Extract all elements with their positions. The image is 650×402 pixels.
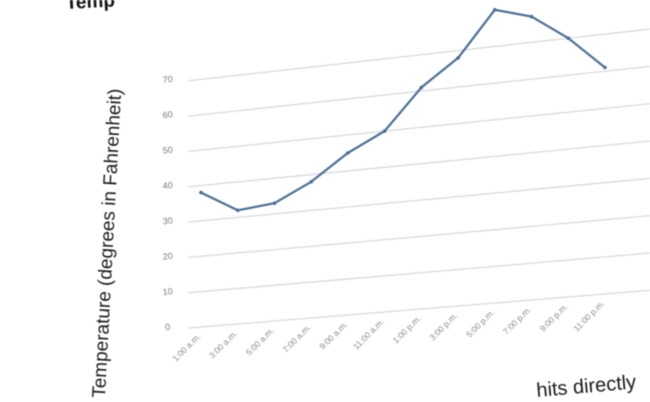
x-tick-label: 11:00 a.m. [351,316,386,351]
gridline-10 [187,252,650,294]
x-tick-label: 1:00 p.m. [391,313,423,345]
series-line [200,8,606,212]
x-tick-labels: 1:00 a.m. 3:00 a.m. 5:00 a.m. 7:00 a.m. 9:00… [170,298,606,363]
gridline-30 [187,177,650,223]
x-tick-label: 11:00 p.m. [571,298,606,333]
y-axis-title: Temperature (degrees in Fahrenheit) [89,88,126,398]
x-tick-label: 1:00 a.m. [170,331,202,363]
gridline-40 [187,140,650,188]
gridline-70 [187,28,650,82]
x-tick-label: 7:00 p.m. [501,304,533,336]
x-tick-label: 3:00 p.m. [427,310,459,342]
x-tick-label: 9:00 p.m. [538,301,570,333]
partial-caption-text: hits directly [536,371,638,402]
gridline-0 [187,289,650,329]
data-point [529,14,534,19]
x-tick-label: 5:00 p.m. [464,307,496,339]
y-tick-label: 40 [162,180,173,191]
y-tick-labels: 0 10 20 30 40 50 60 70 [162,74,173,332]
data-point [566,36,571,40]
data-point [419,85,424,90]
gridline-50 [187,103,650,153]
data-point [382,129,387,133]
x-tick-label: 5:00 a.m. [244,325,276,357]
chart-title: Temp [65,0,115,14]
data-point [456,56,460,60]
y-tick-label: 70 [162,74,173,85]
data-point [603,65,607,70]
y-tick-label: 10 [162,286,173,297]
series-layer [199,8,607,213]
y-tick-label: 50 [162,145,173,156]
data-point [346,151,350,155]
y-tick-label: 60 [162,109,173,120]
y-tick-label: 0 [165,322,171,332]
y-tick-label: 30 [162,215,173,226]
x-tick-label: 3:00 a.m. [207,328,239,360]
x-tick-label: 7:00 a.m. [280,322,312,354]
data-point [272,201,277,205]
y-tick-label: 20 [162,251,173,262]
gridline-20 [187,214,650,259]
x-tick-label: 9:00 a.m. [317,319,349,351]
data-point [493,8,497,12]
data-point [235,208,240,213]
data-point [199,190,203,195]
data-point [309,180,314,184]
grid-lines [187,28,650,329]
